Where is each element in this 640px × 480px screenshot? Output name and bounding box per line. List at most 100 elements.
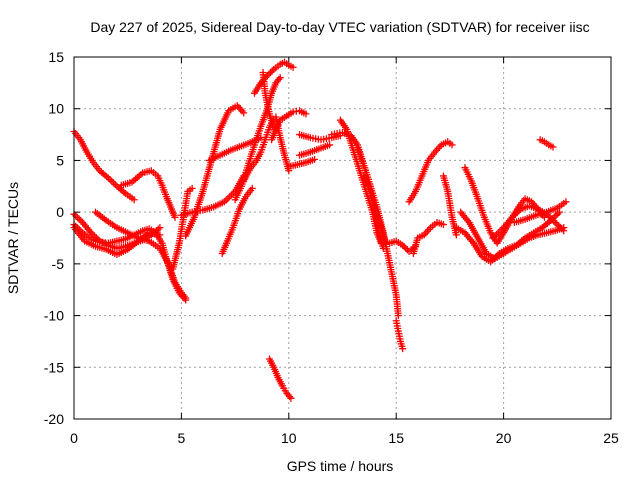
data-point [72, 212, 80, 220]
y-tick-label: -15 [44, 359, 64, 375]
data-point [560, 227, 568, 235]
plus-marker [133, 173, 141, 181]
plot-frame [73, 56, 612, 420]
chart-title: Day 227 of 2025, Sidereal Day-to-day VTE… [90, 19, 589, 35]
data-point [111, 181, 119, 189]
y-tick-label: -10 [44, 308, 64, 324]
y-tick-label: 10 [48, 101, 64, 117]
plus-marker [156, 224, 164, 232]
plus-marker [130, 196, 138, 204]
data-point [399, 345, 407, 353]
plus-marker [439, 221, 447, 229]
data-point [226, 193, 234, 201]
plus-marker [108, 177, 116, 185]
plus-marker [287, 394, 295, 402]
data-point [110, 179, 118, 187]
x-tick-label: 5 [178, 430, 186, 446]
data-point [549, 143, 557, 151]
plus-marker [400, 243, 408, 251]
plus-marker [402, 244, 410, 252]
data-point [311, 155, 319, 163]
data-point [108, 177, 116, 185]
data-point [188, 184, 196, 192]
x-tick-label: 0 [70, 430, 78, 446]
data-point [263, 72, 271, 80]
plus-marker [549, 143, 557, 151]
data-point [452, 231, 460, 239]
data-point [248, 184, 256, 192]
data-point [287, 394, 295, 402]
plus-marker [379, 244, 387, 252]
data-point [562, 198, 570, 206]
plus-marker [75, 215, 83, 223]
data-point [394, 312, 402, 320]
data-point [75, 215, 83, 223]
x-tick-label: 20 [496, 430, 512, 446]
y-tick-label: 5 [56, 152, 64, 168]
x-tick-label: 15 [388, 430, 404, 446]
plus-marker [289, 63, 297, 71]
data-point [267, 69, 275, 77]
plus-marker [302, 110, 310, 118]
data-point [240, 109, 248, 117]
data-point [439, 221, 447, 229]
data-point [379, 244, 387, 252]
plus-marker [394, 312, 402, 320]
data-point [73, 214, 81, 222]
data-point [156, 231, 164, 239]
plus-marker [135, 172, 143, 180]
data-point [156, 224, 164, 232]
data-point [106, 176, 114, 184]
plus-marker [111, 181, 119, 189]
x-tick-label: 10 [281, 430, 297, 446]
plus-marker [72, 212, 80, 220]
plus-marker [182, 294, 190, 302]
x-tick-label: 25 [603, 430, 619, 446]
data-point [77, 217, 85, 225]
data-point [448, 141, 456, 149]
plus-marker [263, 72, 271, 80]
y-tick-label: 15 [48, 49, 64, 65]
y-tick-label: -20 [44, 411, 64, 427]
data-point [133, 173, 141, 181]
plus-marker [276, 74, 284, 82]
plus-marker [248, 184, 256, 192]
plus-marker [265, 70, 273, 78]
plus-marker [224, 194, 232, 202]
data-point [400, 243, 408, 251]
data-point [130, 196, 138, 204]
plus-marker [226, 193, 234, 201]
data-point [135, 172, 143, 180]
plus-marker [326, 141, 334, 149]
axis-ticks: 0 5 10 15 20 25 -20 -15 -10 -5 0 5 10 15 [44, 49, 619, 446]
data-point [289, 63, 297, 71]
data-point [399, 241, 407, 249]
y-axis-label: SDTVAR / TECUs [5, 182, 21, 294]
data-point [302, 110, 310, 118]
plus-marker [132, 175, 140, 183]
plus-marker [452, 231, 460, 239]
plus-marker [562, 198, 570, 206]
plus-marker [188, 184, 196, 192]
data-point [132, 175, 140, 183]
plus-marker [268, 67, 276, 75]
data-point [182, 294, 190, 302]
plus-marker [106, 176, 114, 184]
x-axis-label: GPS time / hours [287, 458, 394, 474]
plus-marker [448, 141, 456, 149]
data-point [402, 244, 410, 252]
data-point [171, 213, 179, 221]
plus-marker [399, 241, 407, 249]
data-point [276, 74, 284, 82]
plus-marker [560, 227, 568, 235]
data-point [265, 70, 273, 78]
data-point [224, 194, 232, 202]
data-point [268, 67, 276, 75]
data-markers [70, 58, 570, 402]
plus-marker [171, 213, 179, 221]
y-tick-label: -5 [52, 256, 65, 272]
plus-marker [311, 155, 319, 163]
plus-marker [156, 231, 164, 239]
data-point [326, 141, 334, 149]
